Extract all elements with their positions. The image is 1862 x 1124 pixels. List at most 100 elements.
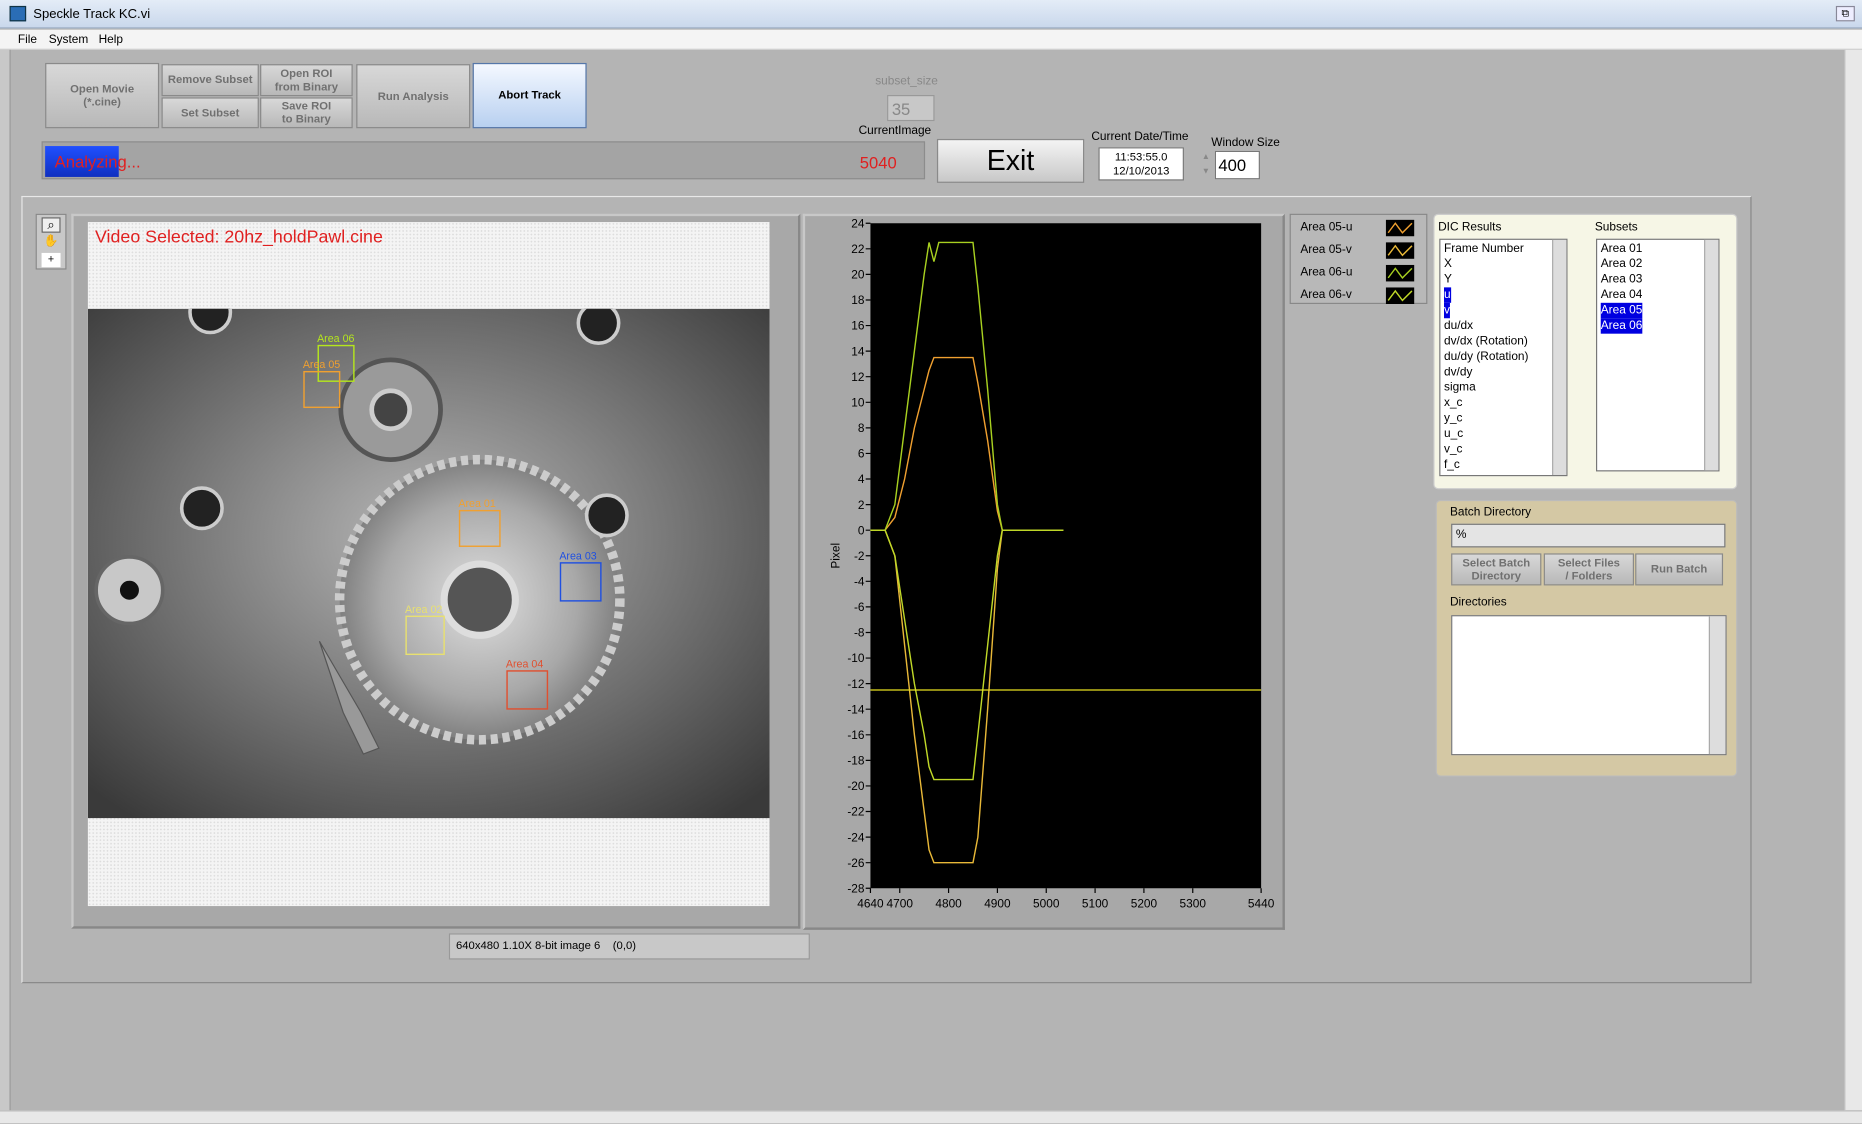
swatch-bg bbox=[1385, 219, 1415, 237]
exit-button[interactable]: Exit bbox=[936, 138, 1085, 183]
list-item-text: f_c bbox=[1444, 458, 1460, 472]
button-text: / Folders bbox=[1565, 569, 1613, 583]
list-item-text: X bbox=[1444, 257, 1452, 271]
y-tick-label: -28 bbox=[847, 881, 865, 895]
roi-label: Area 01 bbox=[458, 498, 495, 510]
save-roi-button[interactable]: Save ROI to Binary bbox=[260, 97, 353, 129]
series-line bbox=[870, 529, 1064, 781]
scrollbar[interactable] bbox=[1708, 616, 1726, 755]
legend-entry: Area 05-u bbox=[1300, 219, 1424, 238]
roi-label: Area 03 bbox=[559, 550, 596, 562]
spinner[interactable]: ▲ ▼ bbox=[1201, 153, 1210, 176]
list-item: sigma bbox=[1440, 380, 1566, 395]
button-text: Run Batch bbox=[1650, 562, 1708, 576]
y-tick-label: -6 bbox=[854, 600, 865, 614]
zoom-tool[interactable]: ⌕ bbox=[41, 217, 61, 233]
scrollbar[interactable] bbox=[1704, 239, 1719, 471]
list-item-text: x_c bbox=[1444, 396, 1463, 410]
scrollbar[interactable] bbox=[1552, 239, 1567, 475]
x-tick-label: 5300 bbox=[1180, 896, 1207, 910]
list-item-text: Area 03 bbox=[1600, 273, 1643, 287]
y-tick-label: -20 bbox=[847, 779, 865, 793]
y-tick-label: 0 bbox=[858, 523, 865, 537]
menu-item[interactable]: File bbox=[17, 33, 37, 47]
y-axis-title: Pixel bbox=[829, 543, 843, 569]
y-tick-label: 8 bbox=[858, 421, 865, 435]
datetime-display: 11:53:55.0 12/10/2013 bbox=[1098, 147, 1184, 181]
pointer-tool[interactable]: + bbox=[41, 252, 61, 268]
dic-results-label: DIC Results bbox=[1438, 220, 1502, 234]
video-frame: Area 06 Area 05 Area 01 Area 03 Area 02 Area … bbox=[87, 308, 770, 819]
x-tick-label: 5200 bbox=[1131, 896, 1158, 910]
y-tick-label: 4 bbox=[858, 472, 865, 486]
window-title: Speckle Track KC.vi bbox=[33, 7, 151, 22]
y-tick-label: -12 bbox=[847, 677, 864, 691]
list-item: dv/dy bbox=[1440, 365, 1566, 380]
y-tick-label: -16 bbox=[847, 728, 865, 742]
list-item: Area 03 bbox=[1597, 272, 1718, 287]
swatch-bg bbox=[1385, 264, 1415, 282]
subset-size-input[interactable]: 35 bbox=[887, 95, 935, 122]
y-tick-label: -18 bbox=[847, 754, 865, 768]
legend-label: Area 05-u bbox=[1300, 220, 1353, 234]
list-item: u_c bbox=[1440, 426, 1566, 441]
restore-button[interactable]: ⧉ bbox=[1835, 5, 1855, 22]
video-title: Video Selected: 20hz_holdPawl.cine bbox=[95, 226, 383, 247]
wheel-hub bbox=[369, 388, 413, 432]
swatch-bg bbox=[1385, 287, 1415, 304]
horizontal-scrollbar[interactable] bbox=[0, 1110, 1862, 1124]
remove-subset-button[interactable]: Remove Subset bbox=[161, 64, 259, 97]
button-text: Open ROI bbox=[280, 67, 333, 81]
button-text: to Binary bbox=[281, 112, 331, 126]
abort-track-button[interactable]: Abort Track bbox=[472, 62, 587, 129]
plot-area bbox=[870, 223, 1262, 889]
y-tick-label: 18 bbox=[851, 293, 865, 307]
menu-item[interactable]: Help bbox=[98, 33, 123, 47]
list-item-text: Area 01 bbox=[1600, 242, 1643, 256]
screw bbox=[188, 308, 233, 335]
y-tick-label: 10 bbox=[851, 395, 865, 409]
list-item-text: Y bbox=[1444, 273, 1452, 287]
title-bar: Speckle Track KC.vi ⧉ bbox=[0, 0, 1862, 29]
roi-box bbox=[506, 670, 549, 710]
button-text: Abort Track bbox=[498, 89, 561, 103]
pan-tool[interactable]: ✋ bbox=[43, 235, 59, 249]
current-image-label: CurrentImage bbox=[858, 124, 932, 138]
select-files-button[interactable]: Select Files / Folders bbox=[1543, 553, 1634, 586]
set-subset-button[interactable]: Set Subset bbox=[161, 97, 259, 129]
directories-list[interactable] bbox=[1451, 615, 1727, 756]
window-size-input[interactable]: 400 bbox=[1214, 150, 1260, 180]
legend-entry: Area 06-v bbox=[1300, 286, 1424, 305]
y-tick-label: -14 bbox=[847, 702, 865, 716]
legend-label: Area 06-u bbox=[1300, 266, 1353, 280]
roi-box bbox=[405, 615, 445, 656]
image-tools: ⌕ ✋ + bbox=[35, 213, 67, 270]
list-item: y_c bbox=[1440, 411, 1566, 426]
batch-path[interactable]: % bbox=[1451, 523, 1726, 548]
list-item-text: du/dy (Rotation) bbox=[1444, 350, 1529, 364]
time-text: 11:53:55.0 bbox=[1114, 150, 1168, 164]
subsets-list[interactable]: Area 01 Area 02 Area 03 Area 04 Area 05 Area … bbox=[1596, 238, 1720, 472]
select-batch-button[interactable]: Select Batch Directory bbox=[1451, 553, 1542, 586]
roi-label: Area 04 bbox=[506, 658, 543, 670]
roi-box bbox=[458, 509, 501, 547]
swatch-line bbox=[1387, 244, 1413, 257]
open-roi-button[interactable]: Open ROI from Binary bbox=[260, 64, 353, 97]
menu-item[interactable]: System bbox=[48, 33, 89, 47]
pawl bbox=[318, 640, 380, 755]
post-hole bbox=[119, 580, 139, 600]
open-movie-button[interactable]: Open Movie (*.cine) bbox=[45, 62, 160, 129]
button-text: Open Movie bbox=[70, 82, 135, 96]
screw bbox=[584, 493, 629, 538]
list-item: x_c bbox=[1440, 395, 1566, 410]
list-item-text: Area 04 bbox=[1600, 288, 1643, 302]
y-tick-label: 6 bbox=[858, 447, 865, 461]
y-tick-label: 16 bbox=[851, 319, 865, 333]
run-analysis-button[interactable]: Run Analysis bbox=[356, 64, 471, 129]
button-text: Select Batch bbox=[1462, 556, 1531, 570]
status-text: Analyzing... bbox=[54, 152, 141, 171]
run-batch-button[interactable]: Run Batch bbox=[1635, 553, 1724, 586]
vertical-scrollbar[interactable] bbox=[1844, 49, 1862, 1111]
